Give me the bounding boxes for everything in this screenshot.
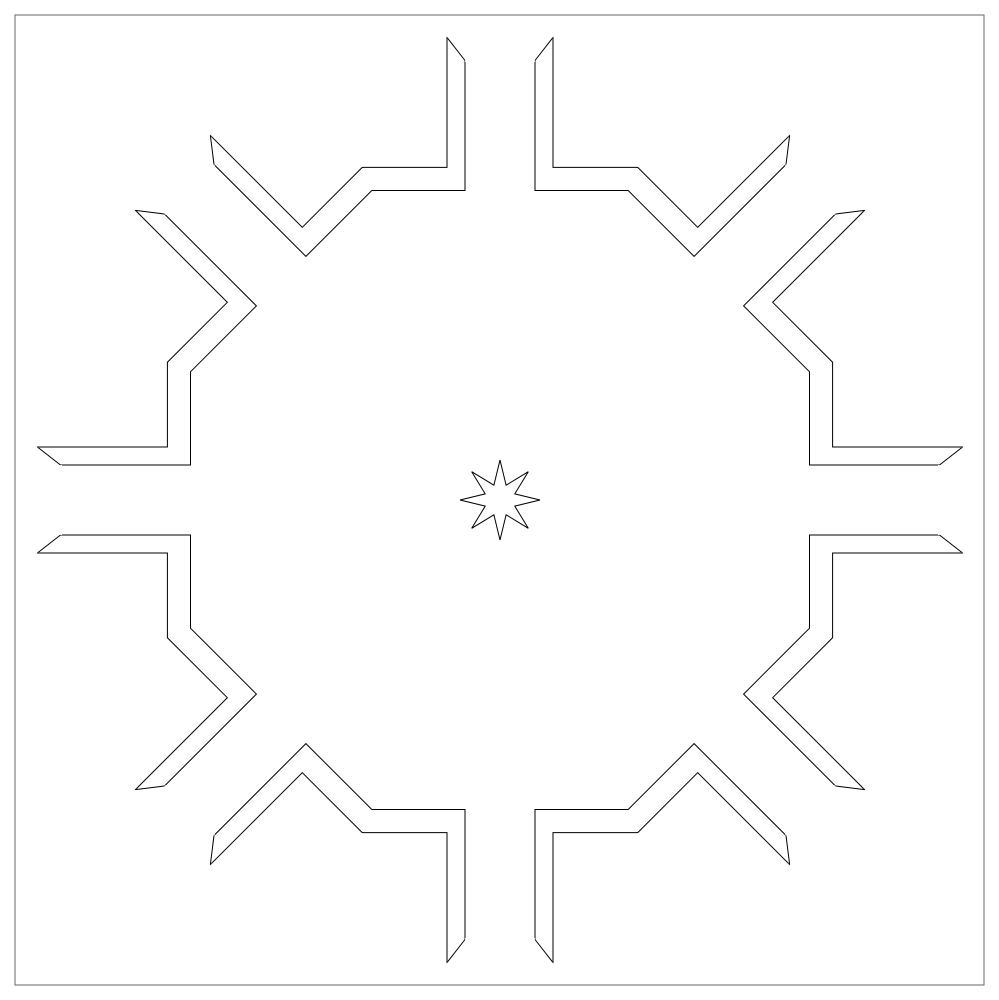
- center-star: [460, 460, 540, 540]
- protrusion-tip-join: [447, 939, 465, 962]
- protrusion-tip-join: [836, 786, 865, 790]
- protrusion-tip-join: [135, 210, 164, 214]
- octagon-inner-outline: [61, 61, 940, 940]
- protrusion-open-end: [135, 135, 210, 210]
- protrusion-tip-join: [210, 135, 214, 164]
- protrusion-tip-join: [210, 836, 214, 865]
- protrusion-open-end: [135, 790, 210, 865]
- protrusion-tip-join: [37, 535, 60, 553]
- protrusion-tip-join: [37, 447, 60, 465]
- protrusion-tip-join: [535, 37, 553, 60]
- protrusion-tip-join: [535, 939, 553, 962]
- protrusion-tip-join: [786, 836, 790, 865]
- frame-border: [15, 15, 984, 985]
- protrusion-tip-join: [939, 447, 962, 465]
- protrusion-open-end: [790, 790, 865, 865]
- octagon-gear-diagram: [0, 0, 999, 1000]
- protrusion-open-end: [790, 135, 865, 210]
- protrusion-tip-join: [939, 535, 962, 553]
- protrusion-tip-join: [786, 135, 790, 164]
- protrusion-tip-join: [836, 210, 865, 214]
- protrusion-tip-join: [135, 786, 164, 790]
- protrusion-tip-join: [447, 37, 465, 60]
- octagon-outer-outline: [37, 37, 962, 962]
